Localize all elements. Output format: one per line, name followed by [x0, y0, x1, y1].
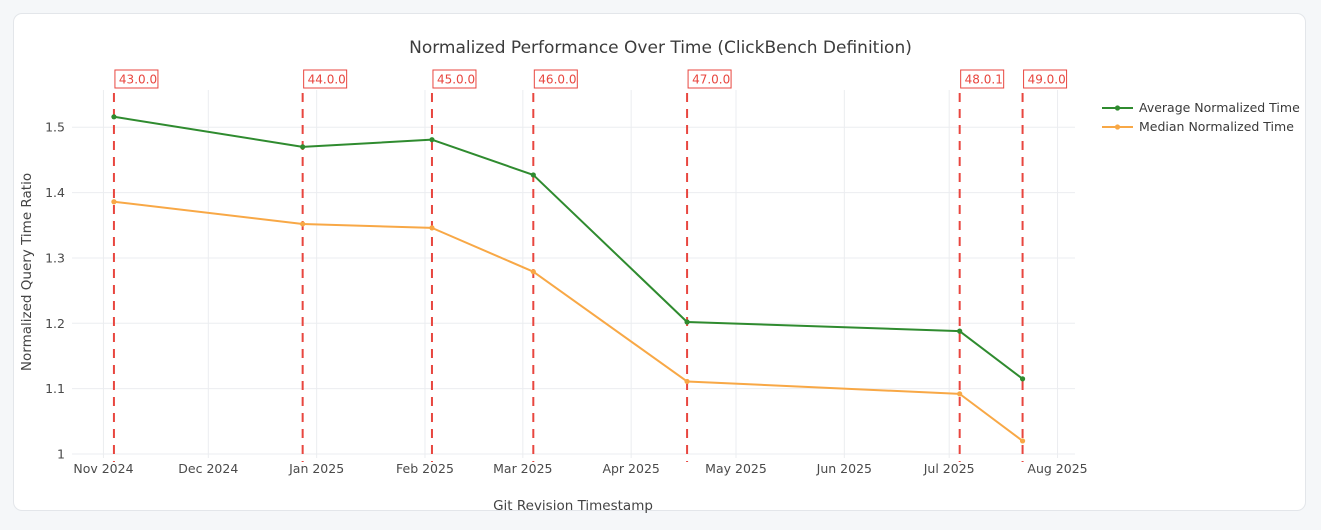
- y-axis-title: Normalized Query Time Ratio: [19, 172, 35, 372]
- y-tick-label: 1.2: [45, 316, 65, 331]
- legend: Average Normalized Time Median Normalize…: [1101, 100, 1300, 134]
- version-label: 44.0.0: [308, 73, 346, 87]
- chart-title: Normalized Performance Over Time (ClickB…: [409, 38, 912, 58]
- x-tick-label: Jun 2025: [816, 461, 872, 476]
- data-point-marker: [429, 225, 435, 231]
- legend-line-icon: [1102, 104, 1133, 111]
- version-label-box: [1023, 69, 1068, 89]
- data-point-marker: [300, 144, 306, 150]
- data-point-marker: [111, 199, 117, 205]
- x-axis-title: Git Revision Timestamp: [493, 498, 653, 514]
- legend-line-icon: [1102, 123, 1133, 130]
- version-label: 47.0.0: [692, 73, 730, 87]
- y-tick-label: 1.1: [45, 381, 65, 396]
- data-point-marker: [530, 172, 536, 178]
- plot-area[interactable]: [72, 90, 1075, 454]
- data-point-marker: [1019, 438, 1026, 444]
- x-tick-label: Mar 2025: [493, 461, 552, 476]
- data-point-marker: [429, 137, 435, 143]
- version-label-box: [533, 69, 578, 89]
- version-label: 49.0.0: [1028, 73, 1066, 87]
- data-point-marker: [300, 221, 306, 227]
- data-point-marker: [530, 269, 536, 275]
- x-tick-label: Jul 2025: [923, 461, 975, 476]
- y-tick-label: 1.4: [45, 185, 65, 200]
- y-tick-label: 1: [57, 447, 65, 462]
- x-tick-label: May 2025: [705, 461, 767, 476]
- version-label: 48.0.1: [965, 73, 1003, 87]
- y-tick-label: 1.3: [45, 250, 65, 265]
- data-point-marker: [684, 319, 690, 325]
- data-point-marker: [111, 114, 117, 120]
- x-tick-label: Apr 2025: [602, 461, 659, 476]
- legend-label-average: Average Normalized Time: [1139, 100, 1300, 115]
- version-label-box: [687, 69, 732, 89]
- version-label: 43.0.0: [119, 73, 157, 87]
- version-label: 45.0.0: [437, 73, 475, 87]
- x-tick-label: Jan 2025: [288, 461, 344, 476]
- data-point-marker: [957, 391, 963, 397]
- version-label-box: [114, 69, 159, 89]
- legend-item-median[interactable]: Median Normalized Time: [1101, 119, 1300, 134]
- version-label-box: [303, 69, 348, 89]
- data-point-marker: [684, 378, 690, 385]
- legend-label-median: Median Normalized Time: [1139, 119, 1294, 134]
- data-point-marker: [1019, 376, 1026, 382]
- x-tick-label: Nov 2024: [73, 461, 133, 476]
- version-label-box: [432, 69, 477, 89]
- version-label: 46.0.0: [538, 73, 576, 87]
- version-label-box: [960, 69, 1005, 89]
- x-tick-label: Dec 2024: [178, 461, 238, 476]
- x-tick-label: Feb 2025: [396, 461, 454, 476]
- legend-item-average[interactable]: Average Normalized Time: [1101, 100, 1300, 115]
- y-tick-label: 1.5: [45, 120, 65, 135]
- data-point-marker: [957, 328, 963, 334]
- x-tick-label: Aug 2025: [1027, 461, 1087, 476]
